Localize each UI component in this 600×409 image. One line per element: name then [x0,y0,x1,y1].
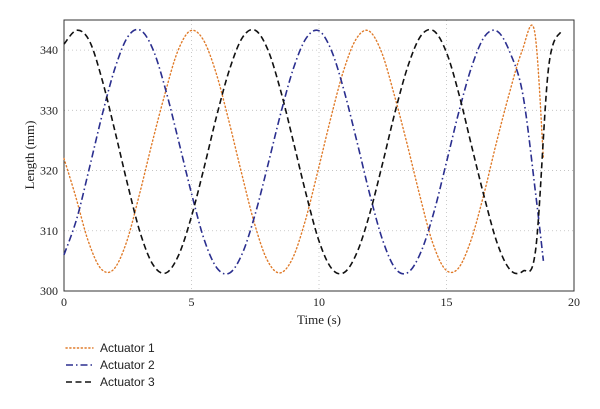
legend-label-3: Actuator 3 [100,375,155,389]
x-tick-label: 15 [441,295,453,309]
plot-frame [63,19,575,292]
legend-label-2: Actuator 2 [100,358,155,372]
x-tick-label: 0 [61,295,67,309]
tick-labels: 0 5 10 15 20 300 310 320 330 340 [40,43,580,309]
grid-lines [64,20,574,291]
y-tick-label: 300 [40,284,58,298]
series-layer [63,24,563,275]
x-tick-label: 20 [568,295,580,309]
series-line-3 [63,28,563,275]
legend-label-1: Actuator 1 [100,341,155,355]
y-tick-label: 320 [40,164,58,178]
x-tick-label: 10 [313,295,325,309]
y-tick-label: 310 [40,224,58,238]
series-line-1 [63,24,545,274]
x-tick-label: 5 [189,295,195,309]
x-axis-label: Time (s) [297,312,341,327]
legend: Actuator 1 Actuator 2 Actuator 3 [65,341,155,389]
series-line-2 [63,28,545,275]
y-tick-label: 340 [40,43,58,57]
y-tick-label: 330 [40,103,58,117]
y-axis-label: Length (mm) [22,121,37,190]
